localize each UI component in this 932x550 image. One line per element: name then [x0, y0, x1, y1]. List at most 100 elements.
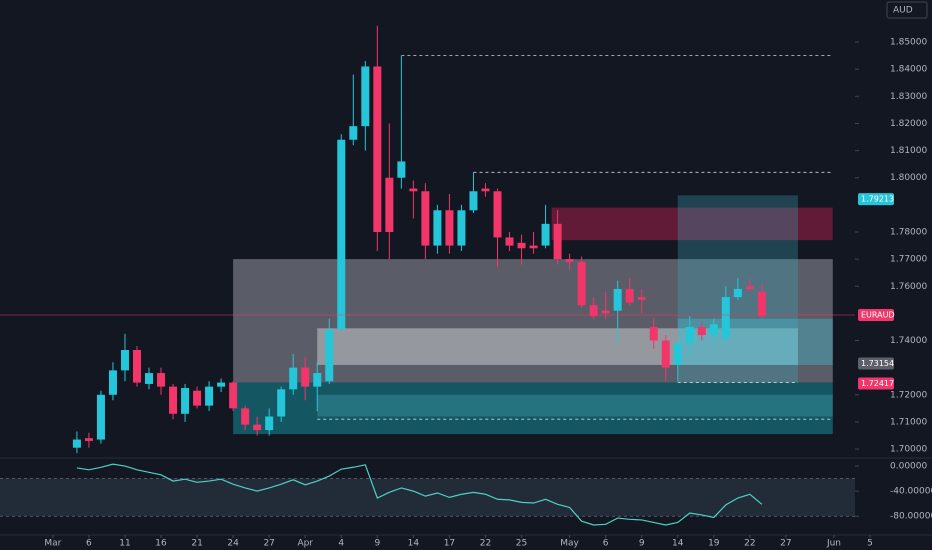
candle-body	[132, 350, 141, 383]
candle-body	[505, 237, 514, 246]
candle-body	[661, 340, 670, 368]
y-tick-label: 1.76000	[890, 282, 927, 292]
currency-box[interactable]	[886, 1, 928, 19]
candle-body	[181, 387, 190, 414]
x-tick-label: Apr	[297, 539, 313, 549]
candle-body	[337, 139, 346, 330]
y-tick-label: 1.77000	[890, 255, 927, 265]
candle-body	[637, 297, 646, 300]
candle-body	[757, 291, 766, 317]
candle-body	[709, 324, 718, 336]
y-tick-label: 1.71000	[890, 417, 927, 427]
y-tick-label: 1.78000	[890, 227, 927, 237]
candle-body	[361, 66, 370, 127]
candle-body	[157, 373, 166, 387]
price-label: 1.73154	[861, 359, 894, 368]
y-tick-label: 1.74000	[890, 336, 927, 346]
candle-body	[205, 386, 214, 406]
candle-body	[108, 370, 117, 395]
candle-body	[529, 245, 538, 249]
band	[0, 478, 855, 517]
x-tick-label: 24	[227, 539, 239, 549]
x-tick-label: Mar	[44, 539, 61, 549]
candle-body	[685, 326, 694, 344]
candle-body	[373, 66, 382, 232]
candle-body	[241, 408, 250, 425]
y-tick-label: 1.72000	[890, 390, 927, 400]
candle-body	[421, 191, 430, 246]
x-tick-label: 4	[338, 539, 344, 549]
candle-body	[457, 210, 466, 246]
oscillator-line	[76, 463, 763, 526]
y-tick-label: 0.00000	[890, 462, 927, 472]
candle-body	[325, 329, 334, 382]
x-tick-label: 5	[867, 539, 873, 549]
x-tick-label: 22	[744, 539, 755, 549]
price-label-box	[858, 377, 894, 390]
x-tick-label: 16	[155, 539, 167, 549]
candle-body	[721, 297, 730, 338]
candle-body	[493, 191, 502, 238]
candle-body	[745, 286, 754, 289]
candle-body	[253, 424, 262, 431]
candle-body	[517, 242, 526, 249]
x-tick-label: 27	[780, 539, 791, 549]
zone	[551, 207, 833, 241]
candle-body	[169, 386, 178, 414]
x-tick-label: 6	[86, 539, 92, 549]
candle-body	[265, 416, 274, 431]
y-tick-label: 1.85000	[890, 38, 927, 48]
y-tick-label: 1.80000	[890, 173, 927, 183]
candle-body	[649, 326, 658, 341]
y-tick-label: 1.81000	[890, 146, 927, 156]
x-tick-label: 17	[444, 539, 455, 549]
candle-body	[733, 288, 742, 298]
candle-body	[193, 390, 202, 406]
candle-body	[697, 326, 706, 336]
candle-body	[229, 382, 238, 409]
candle-body	[541, 223, 550, 246]
candle-body	[72, 439, 81, 448]
candle-body	[145, 373, 154, 384]
zone	[677, 318, 833, 365]
zone	[317, 328, 798, 365]
candle-body	[217, 382, 226, 387]
x-tick-label: 9	[639, 539, 645, 549]
candle-body	[409, 188, 418, 192]
candle-body	[577, 261, 586, 306]
x-tick-label: 6	[603, 539, 609, 549]
price-label: EURAUD	[861, 311, 895, 320]
x-tick-label: 25	[516, 539, 527, 549]
x-tick-label: 27	[263, 539, 274, 549]
candle-body	[397, 161, 406, 178]
candle-body	[120, 350, 129, 371]
price-label-box	[858, 309, 894, 322]
candle-body	[385, 177, 394, 232]
candle-body	[96, 394, 105, 440]
candle-body	[469, 191, 478, 211]
candle-body	[673, 343, 682, 365]
candle-body	[277, 389, 286, 417]
candle-body	[553, 223, 562, 260]
candle-body	[601, 310, 610, 314]
x-tick-label: May	[560, 539, 579, 549]
candle-body	[625, 288, 634, 303]
x-tick-label: 22	[480, 539, 491, 549]
price-label: 1.79213	[861, 195, 894, 204]
y-tick-label: -40.00000	[890, 487, 932, 497]
y-tick-label: 1.70000	[890, 445, 927, 455]
y-tick-label: 1.83000	[890, 92, 927, 102]
y-tick-label: -80.00000	[890, 512, 932, 522]
x-tick-label: 14	[672, 539, 684, 549]
price-label-box	[858, 357, 894, 370]
candle-body	[613, 288, 622, 311]
price-label: 1.72417	[861, 379, 894, 388]
x-tick-label: 11	[119, 539, 130, 549]
y-tick-label: 1.82000	[890, 119, 927, 129]
candle-body	[313, 373, 322, 387]
zone	[317, 394, 833, 417]
x-tick-label: 14	[408, 539, 420, 549]
x-tick-label: Jun	[826, 539, 841, 549]
x-tick-label: 19	[708, 539, 720, 549]
